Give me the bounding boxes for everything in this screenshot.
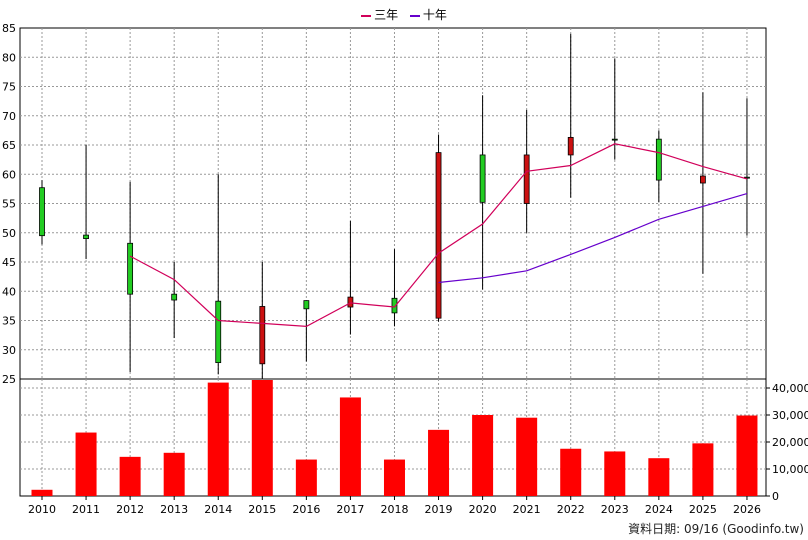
volume-bar bbox=[163, 452, 185, 496]
candle-body bbox=[655, 138, 662, 181]
x-tick-label: 2011 bbox=[72, 503, 100, 516]
x-tick-label: 2015 bbox=[248, 503, 276, 516]
x-tick-label: 2021 bbox=[513, 503, 541, 516]
volume-panel: 0 10,000 20,000 30,000 40,000 bbox=[19, 378, 808, 503]
price-tick-label: 50 bbox=[2, 227, 16, 240]
candle-body bbox=[435, 152, 442, 319]
candle-body bbox=[347, 296, 354, 308]
candle-body bbox=[391, 297, 398, 314]
volume-tick-label: 30,000 bbox=[772, 409, 808, 422]
volume-bar bbox=[604, 451, 626, 496]
legend-label-three-year: 三年 bbox=[374, 8, 399, 22]
three-year-line bbox=[129, 143, 748, 328]
volume-bar bbox=[516, 417, 538, 496]
candle-body bbox=[567, 136, 574, 156]
x-tick-label: 2026 bbox=[733, 503, 761, 516]
legend-swatch-ten-year bbox=[409, 14, 420, 17]
x-tick-label: 2014 bbox=[204, 503, 232, 516]
x-tick-label: 2013 bbox=[160, 503, 188, 516]
price-tick-label: 30 bbox=[2, 344, 16, 357]
price-tick-label: 25 bbox=[2, 373, 16, 386]
price-tick-label: 45 bbox=[2, 256, 16, 269]
candle-body bbox=[303, 300, 310, 310]
volume-tick-label: 20,000 bbox=[772, 436, 808, 449]
x-tick-label: 2019 bbox=[425, 503, 453, 516]
candle-body bbox=[171, 293, 178, 301]
volume-bar bbox=[295, 459, 317, 496]
price-tick-label: 80 bbox=[2, 51, 16, 64]
volume-tick-label: 10,000 bbox=[772, 463, 808, 476]
price-tick-label: 70 bbox=[2, 110, 16, 123]
volume-bar bbox=[31, 489, 53, 496]
volume-bar bbox=[339, 397, 361, 496]
x-axis: 2010 2011 2012 2013 2014 2015 2016 2017 2018 2019… bbox=[28, 496, 761, 516]
x-tick-label: 2017 bbox=[336, 503, 364, 516]
price-tick-label: 35 bbox=[2, 315, 16, 328]
volume-bar bbox=[75, 432, 97, 496]
volume-bar bbox=[251, 380, 273, 496]
legend-item-ten-year: 十年 bbox=[409, 6, 447, 23]
volume-bar bbox=[692, 443, 714, 496]
volume-bar bbox=[428, 429, 450, 496]
legend-swatch-three-year bbox=[361, 14, 372, 17]
candle-body bbox=[215, 300, 222, 364]
legend-label-ten-year: 十年 bbox=[422, 8, 447, 22]
candle-body bbox=[39, 187, 45, 237]
x-tick-label: 2012 bbox=[116, 503, 144, 516]
x-tick-label: 2022 bbox=[557, 503, 585, 516]
candle-body bbox=[83, 234, 89, 239]
legend: 三年 十年 bbox=[0, 6, 808, 23]
candle-body bbox=[259, 306, 266, 365]
x-tick-label: 2023 bbox=[601, 503, 629, 516]
legend-item-three-year: 三年 bbox=[361, 6, 398, 23]
x-tick-label: 2010 bbox=[28, 503, 56, 516]
price-tick-label: 40 bbox=[2, 285, 16, 298]
x-tick-label: 2020 bbox=[469, 503, 497, 516]
price-panel: 25 30 35 40 45 50 55 60 65 70 75 80 85 bbox=[2, 22, 767, 386]
price-tick-label: 75 bbox=[2, 81, 16, 94]
volume-bar bbox=[119, 456, 141, 496]
volume-tick-label: 0 bbox=[772, 490, 779, 503]
volume-bar bbox=[648, 458, 670, 496]
candle-body bbox=[611, 138, 618, 141]
x-tick-label: 2018 bbox=[380, 503, 408, 516]
ten-year-line bbox=[438, 193, 748, 284]
volume-bar bbox=[383, 459, 405, 496]
volume-bar bbox=[207, 382, 229, 496]
candle-body bbox=[700, 175, 706, 184]
volume-bar bbox=[736, 415, 758, 496]
x-tick-label: 2024 bbox=[645, 503, 673, 516]
price-tick-label: 85 bbox=[2, 22, 16, 35]
price-tick-label: 60 bbox=[2, 168, 16, 181]
volume-bar bbox=[560, 448, 582, 496]
candle-body bbox=[523, 154, 530, 204]
data-date-footer: 資料日期: 09/16 (Goodinfo.tw) bbox=[628, 522, 804, 536]
price-tick-label: 55 bbox=[2, 198, 16, 211]
volume-bar bbox=[472, 415, 494, 496]
volume-tick-label: 40,000 bbox=[772, 382, 808, 395]
candle-body bbox=[479, 154, 486, 203]
price-tick-label: 65 bbox=[2, 139, 16, 152]
candle-body bbox=[127, 242, 134, 295]
x-tick-label: 2016 bbox=[292, 503, 320, 516]
x-tick-label: 2025 bbox=[689, 503, 717, 516]
